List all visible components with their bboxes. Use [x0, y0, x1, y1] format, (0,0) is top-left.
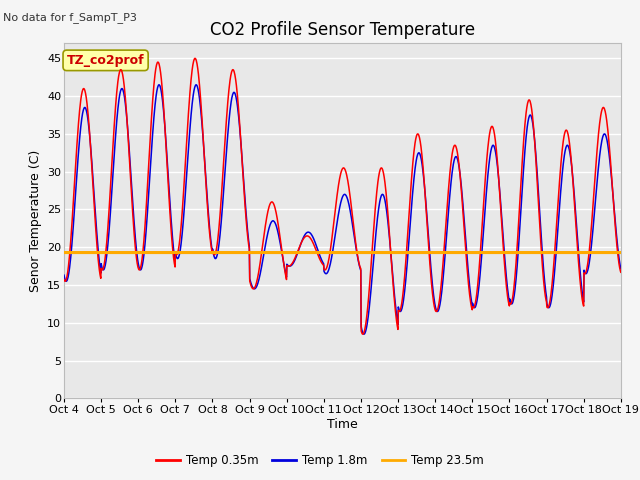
Text: TZ_co2prof: TZ_co2prof	[67, 54, 145, 67]
X-axis label: Time: Time	[327, 418, 358, 431]
Text: No data for f_SampT_P3: No data for f_SampT_P3	[3, 12, 137, 23]
Title: CO2 Profile Sensor Temperature: CO2 Profile Sensor Temperature	[210, 21, 475, 39]
Legend: Temp 0.35m, Temp 1.8m, Temp 23.5m: Temp 0.35m, Temp 1.8m, Temp 23.5m	[152, 449, 488, 472]
Y-axis label: Senor Temperature (C): Senor Temperature (C)	[29, 150, 42, 292]
